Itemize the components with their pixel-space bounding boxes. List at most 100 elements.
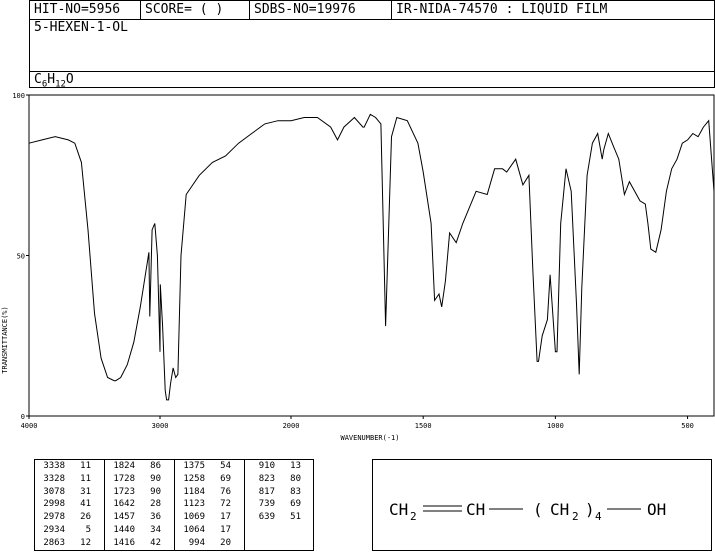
- peak-transmittance: 51: [290, 512, 301, 523]
- peak-wavenumber: 823: [258, 473, 275, 484]
- peak-table-row: 1723 90: [105, 486, 174, 499]
- header-divider: [30, 19, 714, 20]
- peak-wavenumber: 910: [258, 461, 275, 471]
- peak-table-row: 1064 17: [175, 524, 244, 537]
- peak-table-column: 1824 86 1728 90 1723 90 1642 28 1457 36 1440 34 1416…: [105, 460, 175, 550]
- peak-wavenumber: 1457: [113, 512, 135, 523]
- peak-table-row: 1258 69: [175, 473, 244, 486]
- peak-table-row: 2934 5: [35, 524, 104, 537]
- structure-oh: OH: [647, 500, 666, 519]
- peak-wavenumber: 1069: [183, 512, 205, 523]
- peak-wavenumber: 3338: [43, 461, 65, 471]
- peak-table-row: 3338 11: [35, 460, 104, 473]
- peak-wavenumber: 1123: [183, 499, 205, 510]
- molecular-formula: C6H12O: [34, 72, 74, 90]
- peak-wavenumber: 994: [188, 537, 205, 548]
- peak-table-row: 994 20: [175, 537, 244, 550]
- structure-paren-open: (: [533, 500, 543, 519]
- peak-table-row: 1824 86: [105, 460, 174, 473]
- peak-transmittance: 11: [80, 461, 91, 471]
- peak-table-row: 1728 90: [105, 473, 174, 486]
- peak-transmittance: 12: [80, 537, 91, 548]
- peak-transmittance: 42: [150, 537, 161, 548]
- peak-wavenumber: 2934: [43, 524, 65, 535]
- peak-transmittance: 90: [150, 473, 161, 484]
- peak-wavenumber: 817: [258, 486, 275, 497]
- peak-table-row: 3328 11: [35, 473, 104, 486]
- peak-wavenumber: 2978: [43, 512, 65, 523]
- x-tick-label: 1000: [547, 422, 564, 430]
- peak-table-row: 1184 76: [175, 486, 244, 499]
- peak-wavenumber: 1064: [183, 524, 205, 535]
- peak-table: 3338 11 3328 11 3078 31 2998 41 2978 26 2934 5 2863 1…: [34, 459, 314, 551]
- x-tick-label: 2000: [283, 422, 300, 430]
- peak-wavenumber: 1375: [183, 461, 205, 471]
- peak-table-row: 3078 31: [35, 486, 104, 499]
- x-tick-label: 3000: [152, 422, 169, 430]
- peak-table-row: 817 83: [245, 486, 313, 499]
- peak-transmittance: 80: [290, 473, 301, 484]
- peak-wavenumber: 3328: [43, 473, 65, 484]
- structure-subscript: 2: [572, 510, 579, 523]
- y-axis-label: TRANSMITTANCE(%): [1, 306, 9, 373]
- y-tick-label: 0: [21, 413, 25, 421]
- peak-transmittance: 31: [80, 486, 91, 497]
- peak-table-row: 823 80: [245, 473, 313, 486]
- plot-frame: [28, 94, 715, 417]
- structure-subscript: 2: [410, 510, 417, 523]
- score: SCORE= ( ): [141, 1, 250, 19]
- peak-transmittance: 69: [290, 499, 301, 510]
- x-tick-label: 1500: [415, 422, 432, 430]
- peak-transmittance: 28: [150, 499, 161, 510]
- peak-wavenumber: 1440: [113, 524, 135, 535]
- peak-wavenumber: 2863: [43, 537, 65, 548]
- header-divider: [30, 71, 714, 72]
- peak-table-row: 910 13: [245, 460, 313, 473]
- peak-wavenumber: 1642: [113, 499, 135, 510]
- peak-transmittance: 34: [150, 524, 161, 535]
- peak-transmittance: 69: [220, 473, 231, 484]
- peak-table-row: 2863 12: [35, 537, 104, 550]
- peak-table-row: 1642 28: [105, 498, 174, 511]
- peak-transmittance: 41: [80, 499, 91, 510]
- y-tick-label: 100: [12, 92, 25, 100]
- structure-ch2-first: CH: [389, 500, 408, 519]
- peak-table-row: 1440 34: [105, 524, 174, 537]
- peak-transmittance: 36: [150, 512, 161, 523]
- peak-table-row: 2998 41: [35, 498, 104, 511]
- peak-transmittance: 13: [290, 461, 301, 471]
- peak-table-row: 639 51: [245, 511, 313, 524]
- peak-table-row: 1069 17: [175, 511, 244, 524]
- structure-formula: CH 2 CH ( CH 2 ) 4 OH: [389, 500, 666, 523]
- peak-wavenumber: 2998: [43, 499, 65, 510]
- peak-table-column: 3338 11 3328 11 3078 31 2998 41 2978 26 2934 5 2863 1…: [35, 460, 105, 550]
- spectrum-line: [28, 113, 715, 401]
- structure-box: CH 2 CH ( CH 2 ) 4 OH: [372, 459, 712, 551]
- compound-name: 5-HEXEN-1-OL: [34, 20, 128, 35]
- peak-table-column: 910 13 823 80 817 83 739 69 639 51: [245, 460, 313, 550]
- peak-table-row: 2978 26: [35, 511, 104, 524]
- peak-wavenumber: 1723: [113, 486, 135, 497]
- structure-ch: CH: [466, 500, 485, 519]
- ir-info: IR-NIDA-74570 : LIQUID FILM: [396, 2, 608, 17]
- peak-wavenumber: 1258: [183, 473, 205, 484]
- structure-ch2-mid: CH: [550, 500, 569, 519]
- y-tick-label: 50: [17, 253, 25, 261]
- peak-table-column: 1375 54 1258 69 1184 76 1123 72 1069 17 1064 17 994 2…: [175, 460, 245, 550]
- peak-transmittance: 83: [290, 486, 301, 497]
- peak-transmittance: 54: [220, 461, 231, 471]
- peak-transmittance: 76: [220, 486, 231, 497]
- peak-transmittance: 26: [80, 512, 91, 523]
- peak-table-row: 739 69: [245, 498, 313, 511]
- peak-transmittance: 86: [150, 461, 161, 471]
- peak-wavenumber: 3078: [43, 486, 65, 497]
- ir-spectrum-chart: 0 50 100 4000 3000 2000 1500 1000 500 TRANSMITT…: [1, 92, 715, 442]
- peak-transmittance: 17: [220, 524, 231, 535]
- x-tick-label: 4000: [21, 422, 38, 430]
- peak-wavenumber: 1728: [113, 473, 135, 484]
- spectrum-header: HIT-NO=5956 SCORE= ( ) SDBS-NO=19976 IR-…: [29, 0, 715, 90]
- peak-table-row: 1416 42: [105, 537, 174, 550]
- peak-wavenumber: 1824: [113, 461, 135, 471]
- peak-transmittance: 20: [220, 537, 231, 548]
- peak-wavenumber: 1416: [113, 537, 135, 548]
